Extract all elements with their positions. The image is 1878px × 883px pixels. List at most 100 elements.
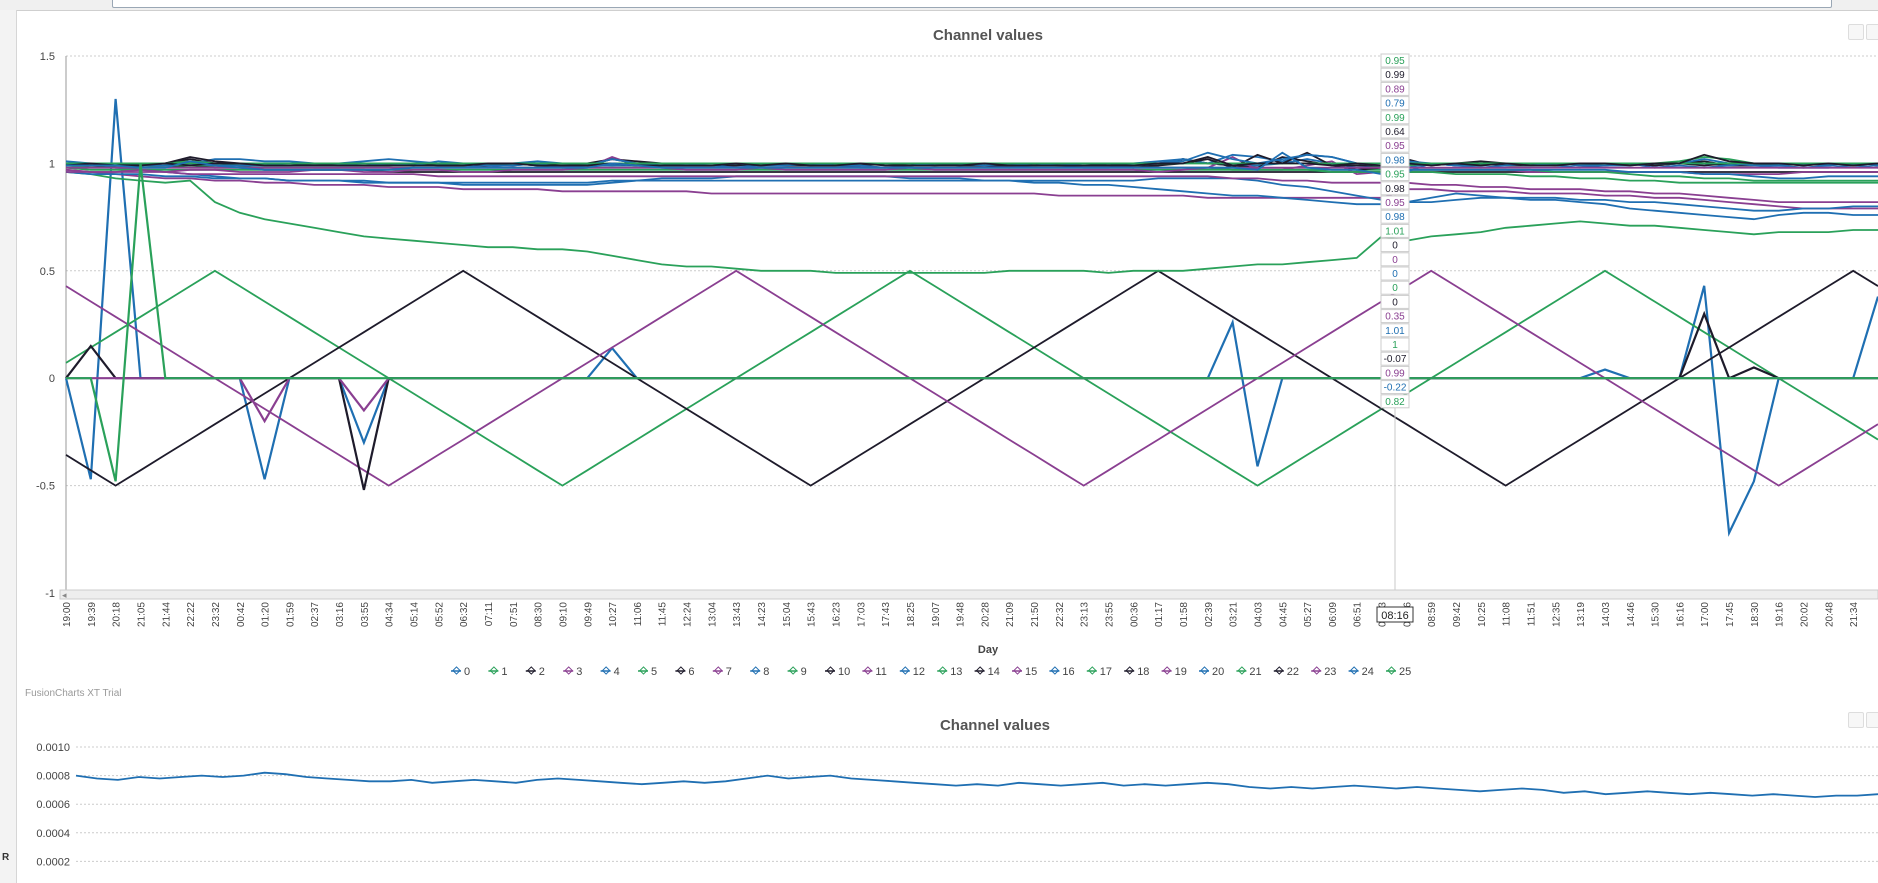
legend-item-label[interactable]: 1	[501, 666, 507, 678]
x-tick-label: 03:16	[335, 602, 346, 627]
series-line-15	[66, 377, 1878, 424]
x-tick-label: 22:32	[1055, 602, 1066, 627]
legend-item-label[interactable]: 13	[950, 666, 962, 678]
tooltip-value: 0.82	[1385, 397, 1405, 408]
zoom-icon[interactable]	[1848, 24, 1864, 40]
legend-item-label[interactable]: 16	[1062, 666, 1074, 678]
x-tick-label: 17:45	[1725, 602, 1736, 627]
series-line-25	[66, 163, 1878, 482]
x-tick-label: 22:22	[186, 602, 197, 627]
tooltip-value: 0	[1392, 269, 1398, 280]
y-tick-label: 0.5	[40, 266, 55, 278]
legend-marker	[639, 666, 648, 675]
legend-marker	[1125, 666, 1134, 675]
legend-item-label[interactable]: 25	[1399, 666, 1411, 678]
x-tick-label: 15:43	[807, 602, 818, 627]
x-tick-label: 21:50	[1030, 602, 1041, 627]
legend-item-label[interactable]: 3	[576, 666, 582, 678]
legend-item-label[interactable]: 10	[838, 666, 850, 678]
legend-item-label[interactable]: 4	[614, 666, 620, 678]
x-tick-label: 00:36	[1129, 602, 1140, 627]
legend-marker	[1237, 666, 1247, 675]
legend-item-label[interactable]: 2	[539, 666, 545, 678]
legend-item-label[interactable]: 0	[464, 666, 470, 678]
legend-item-label[interactable]: 6	[688, 666, 694, 678]
legend-item-label[interactable]: 22	[1287, 666, 1299, 678]
reset-zoom-icon[interactable]	[1866, 24, 1878, 40]
tooltip-value: 1.01	[1385, 326, 1405, 337]
legend-item-label[interactable]: 17	[1100, 666, 1112, 678]
legend-item-label[interactable]: 18	[1137, 666, 1149, 678]
x-tick-label: 04:45	[1278, 602, 1289, 627]
tooltip-box	[1380, 309, 1410, 324]
legend-marker	[452, 666, 461, 675]
scroll-track[interactable]	[59, 589, 1878, 600]
x-tick-label: 09:10	[558, 602, 569, 627]
y-gridlines-lower	[76, 746, 1878, 862]
x-tick-label: 21:05	[136, 602, 147, 627]
series-line-12	[65, 171, 1878, 221]
legend-item-label[interactable]: 23	[1324, 666, 1336, 678]
x-tick-label: 06:51	[1353, 602, 1364, 627]
legend-item-label[interactable]: 11	[875, 666, 886, 678]
x-tick-label: 21:09	[1005, 602, 1016, 627]
x-tick-label: 12:35	[1551, 602, 1562, 627]
x-tick-label: 05:14	[410, 602, 421, 627]
legend-item-label[interactable]: 14	[988, 666, 1000, 678]
x-tick-label: 11:06	[633, 602, 644, 627]
legend-item-label[interactable]: 21	[1249, 666, 1261, 678]
legend-marker	[1013, 666, 1022, 675]
y-tick-label: 1.5	[40, 51, 55, 63]
series-line-6	[66, 164, 1878, 173]
tooltip-value: 0.95	[1385, 56, 1405, 67]
tooltip-value: 0.35	[1385, 312, 1405, 323]
x-tick-label: 09:42	[1452, 602, 1463, 627]
legend-item-label[interactable]: 19	[1175, 666, 1187, 678]
x-tick-label: 00:42	[236, 602, 247, 627]
y-tick-label-lower: 0.0010	[36, 742, 70, 754]
legend-item-label[interactable]: 24	[1362, 666, 1374, 678]
tooltip-value: 0	[1392, 255, 1398, 266]
x-tick-label: 01:17	[1154, 602, 1165, 627]
x-tick-label: 07:51	[509, 602, 520, 627]
x-tick-label: 06:09	[1328, 602, 1339, 627]
address-bar[interactable]	[112, 0, 1832, 8]
tooltip-value: -0.07	[1384, 354, 1407, 365]
tooltip-box	[1380, 280, 1410, 295]
scroll-left-arrow[interactable]: ◂	[62, 590, 67, 600]
legend-marker	[1387, 666, 1396, 675]
legend-item-label[interactable]: 5	[651, 666, 657, 678]
tooltip-box	[1380, 195, 1410, 210]
legend-item-label[interactable]: 7	[726, 666, 732, 678]
tooltip-value: 0	[1392, 297, 1398, 308]
x-tick-label: 14:03	[1601, 602, 1612, 627]
x-tick-label: 13:04	[707, 602, 718, 627]
x-tick-label: 19:39	[87, 602, 98, 627]
tooltip-box	[1380, 365, 1410, 380]
x-tick-labels: 19:00 19:39 20:18 21:05 21:44 22:22 23:32 00:42…	[62, 602, 1860, 627]
x-tick-label: 13:43	[732, 602, 743, 627]
legend-marker	[714, 666, 723, 675]
browser-toolbar	[0, 0, 1878, 11]
x-tick-label: 16:16	[1675, 602, 1686, 627]
tooltip-box	[1380, 323, 1410, 338]
legend-item-label[interactable]: 12	[913, 666, 925, 678]
tooltip-value: 0.95	[1385, 170, 1405, 181]
zoom-icon-lower[interactable]	[1848, 712, 1864, 728]
x-tick-label: 11:51	[1526, 602, 1537, 627]
tooltip-value: 1	[1392, 340, 1398, 351]
legend-item-label[interactable]: 9	[801, 666, 807, 678]
chart-title: Channel values	[933, 27, 1043, 44]
series-line-1	[65, 269, 1878, 487]
x-axis-title: Day	[978, 644, 999, 656]
x-tick-label: 10:27	[608, 602, 619, 627]
y-tick-label: 1	[49, 158, 55, 170]
legend-item-label[interactable]: 20	[1212, 666, 1224, 678]
y-tick-labels-lower: 0.0010 0.0008 0.0006 0.0004 0.0002	[36, 742, 70, 868]
legend-item-label[interactable]: 8	[763, 666, 769, 678]
legend-marker	[1312, 666, 1321, 675]
legend-item-label[interactable]: 15	[1025, 666, 1037, 678]
legend-marker	[751, 666, 760, 675]
reset-zoom-icon-lower[interactable]	[1866, 712, 1878, 728]
